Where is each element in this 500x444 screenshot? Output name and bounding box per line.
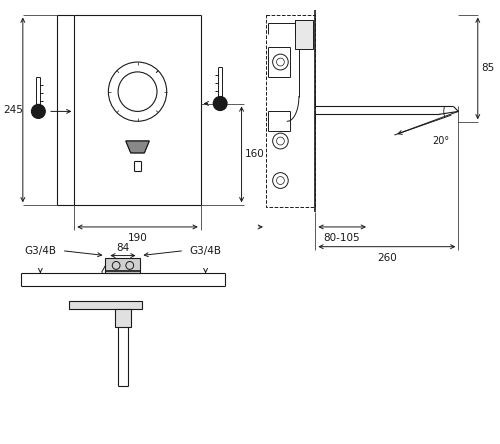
Bar [70, 301, 142, 309]
Text: 80-105: 80-105 [324, 233, 360, 243]
Polygon shape [126, 141, 149, 153]
Text: 84: 84 [116, 243, 130, 253]
Circle shape [32, 104, 45, 118]
Bar [106, 258, 140, 274]
Bar [115, 309, 130, 327]
Bar [266, 15, 316, 207]
Text: 20°: 20° [432, 136, 450, 146]
Text: G3/4B: G3/4B [24, 246, 56, 256]
Text: 160: 160 [244, 149, 264, 159]
Text: G3/4B: G3/4B [190, 246, 222, 256]
Text: 85: 85 [481, 63, 494, 73]
Bar [295, 20, 314, 49]
Text: 260: 260 [377, 253, 397, 262]
Text: 245: 245 [3, 105, 23, 115]
Circle shape [214, 97, 227, 111]
Text: 190: 190 [128, 233, 148, 243]
